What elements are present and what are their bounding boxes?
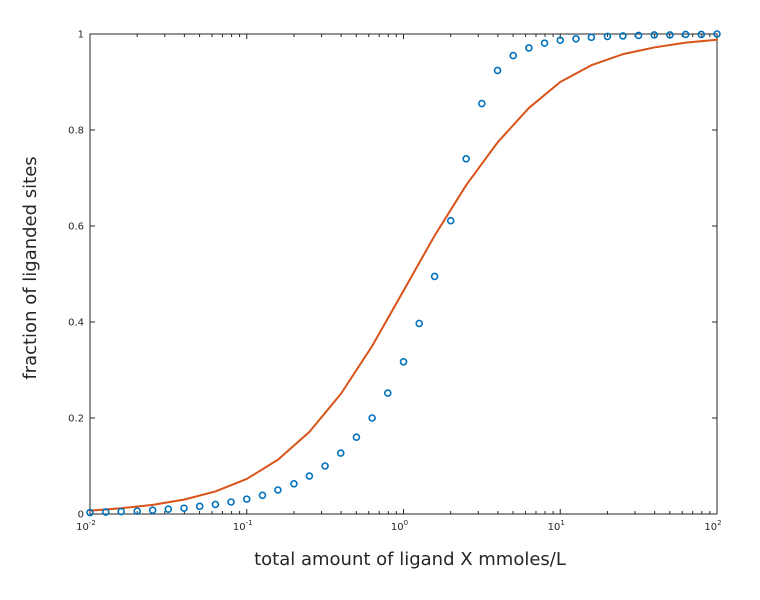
data-point-marker: [321, 462, 329, 470]
data-point-marker: [540, 39, 549, 47]
x-axis-label: total amount of ligand X mmoles/L: [254, 549, 566, 570]
data-point-marker: [525, 44, 533, 52]
data-point-marker: [634, 31, 643, 40]
data-point-marker: [556, 36, 565, 45]
data-point-marker: [399, 358, 408, 366]
data-point-marker: [713, 30, 721, 38]
data-point-marker: [462, 155, 470, 163]
data-point-marker: [148, 506, 157, 514]
y-axis-label: fraction of liganded sites: [20, 156, 41, 379]
data-point-marker: [180, 504, 188, 513]
fit-curve-line: [89, 38, 718, 512]
fit-curve-layer: [89, 38, 718, 512]
data-point-marker: [650, 31, 659, 39]
data-point-marker: [352, 433, 361, 442]
x-tick-label: 10-1: [233, 519, 253, 533]
data-point-marker: [446, 216, 455, 225]
data-point-marker: [336, 449, 345, 457]
data-point-marker: [681, 30, 690, 39]
data-point-marker: [430, 272, 439, 281]
data-point-marker: [666, 31, 674, 39]
plot-area: [89, 33, 718, 515]
data-point-marker: [368, 414, 376, 422]
data-point-marker: [509, 51, 518, 60]
data-point-marker: [572, 34, 580, 43]
data-point-marker: [227, 498, 235, 506]
data-point-marker: [493, 66, 502, 75]
x-tick-label: 101: [548, 519, 565, 533]
x-tick-label: 100: [391, 519, 408, 533]
data-point-marker: [211, 500, 220, 509]
y-tick-label: 1: [78, 30, 84, 41]
data-point-marker: [242, 495, 251, 503]
data-points-layer: [86, 30, 721, 517]
data-point-marker: [603, 32, 612, 41]
data-point-marker: [478, 99, 486, 108]
data-point-marker: [697, 30, 706, 39]
y-tick-label: 0.6: [68, 222, 84, 233]
data-point-marker: [133, 507, 141, 515]
data-point-marker: [383, 389, 392, 397]
x-tick-label: 10-2: [76, 519, 96, 533]
data-point-marker: [587, 33, 596, 42]
data-point-marker: [415, 319, 424, 328]
y-tick-label: 0.2: [68, 414, 84, 425]
data-point-marker: [258, 491, 267, 500]
y-tick-label: 0: [78, 510, 84, 521]
y-tick-label: 0.8: [68, 126, 84, 137]
data-point-marker: [101, 508, 110, 516]
data-point-marker: [195, 502, 204, 511]
data-point-marker: [86, 508, 94, 517]
data-point-marker: [619, 32, 627, 40]
data-point-marker: [117, 507, 125, 516]
y-tick-label: 0.4: [68, 318, 84, 329]
data-point-marker: [290, 479, 298, 488]
data-point-marker: [274, 486, 282, 494]
data-point-marker: [164, 505, 173, 514]
x-tick-label: 102: [704, 519, 721, 533]
data-point-marker: [305, 472, 314, 480]
